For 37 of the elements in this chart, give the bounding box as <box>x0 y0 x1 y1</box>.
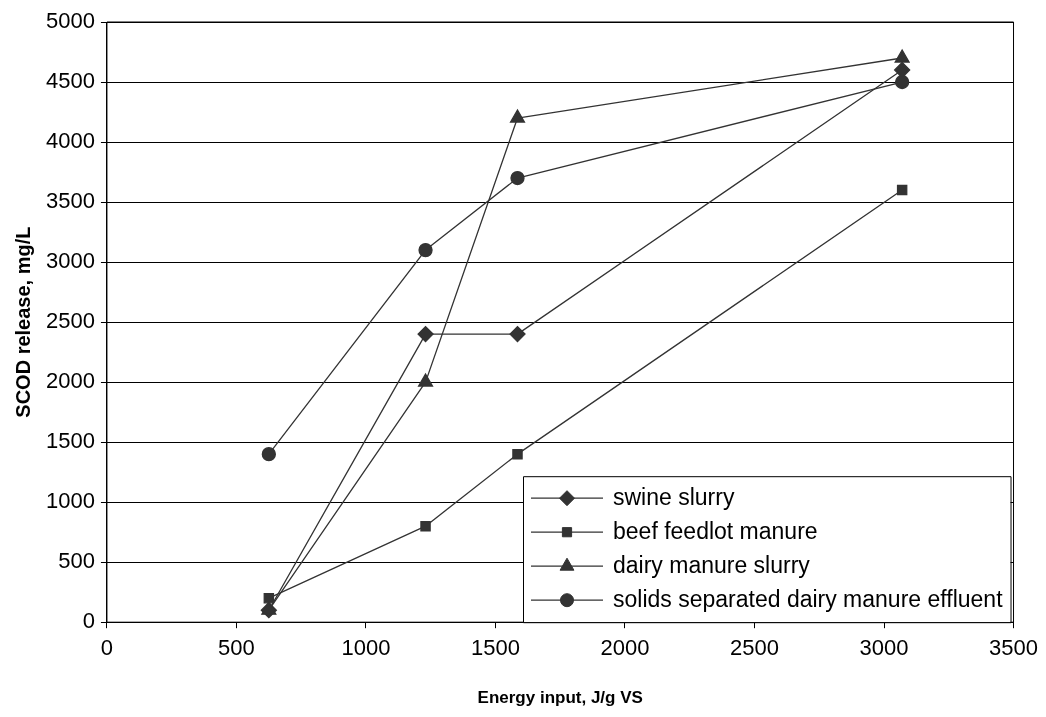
x-tick-label: 2500 <box>730 635 779 661</box>
point <box>509 325 526 343</box>
y-tick-label: 4500 <box>45 68 95 94</box>
legend-label: solids separated dairy manure effluent <box>613 585 1004 612</box>
x-tick-label: 2000 <box>600 635 650 661</box>
point <box>896 184 908 196</box>
point <box>894 49 910 63</box>
legend-label: beef feedlot manure <box>613 517 818 544</box>
y-tick-label: 1000 <box>45 488 95 514</box>
point <box>420 520 431 532</box>
y-tick-label: 5000 <box>45 8 95 34</box>
x-tick-label: 500 <box>218 635 255 661</box>
point <box>417 373 434 387</box>
x-tick-label: 3500 <box>989 635 1039 661</box>
y-tick-label: 3000 <box>45 248 95 274</box>
y-tick-label: 0 <box>82 608 95 634</box>
point <box>261 446 276 462</box>
y-tick-label: 2500 <box>45 308 95 334</box>
x-axis-title: Energy input, J/g VS <box>477 688 643 708</box>
x-tick-label: 1500 <box>471 635 520 661</box>
point <box>895 74 910 90</box>
x-tick-label: 0 <box>100 635 114 661</box>
point <box>512 448 523 460</box>
point <box>510 170 525 186</box>
point <box>417 325 434 343</box>
y-tick-label: 500 <box>58 548 95 574</box>
point <box>418 242 433 258</box>
y-tick-label: 1500 <box>45 428 95 454</box>
legend-label: swine slurry <box>613 483 735 510</box>
x-tick-label: 1000 <box>341 635 391 661</box>
y-tick-label: 3500 <box>45 188 95 214</box>
y-axis-title: SCOD release, mg/L <box>11 226 34 418</box>
y-tick-label: 4000 <box>45 128 95 154</box>
y-tick-label: 2000 <box>45 368 95 394</box>
point <box>509 109 526 123</box>
legend-label: dairy manure slurry <box>613 551 811 578</box>
x-tick-label: 3000 <box>859 635 909 661</box>
